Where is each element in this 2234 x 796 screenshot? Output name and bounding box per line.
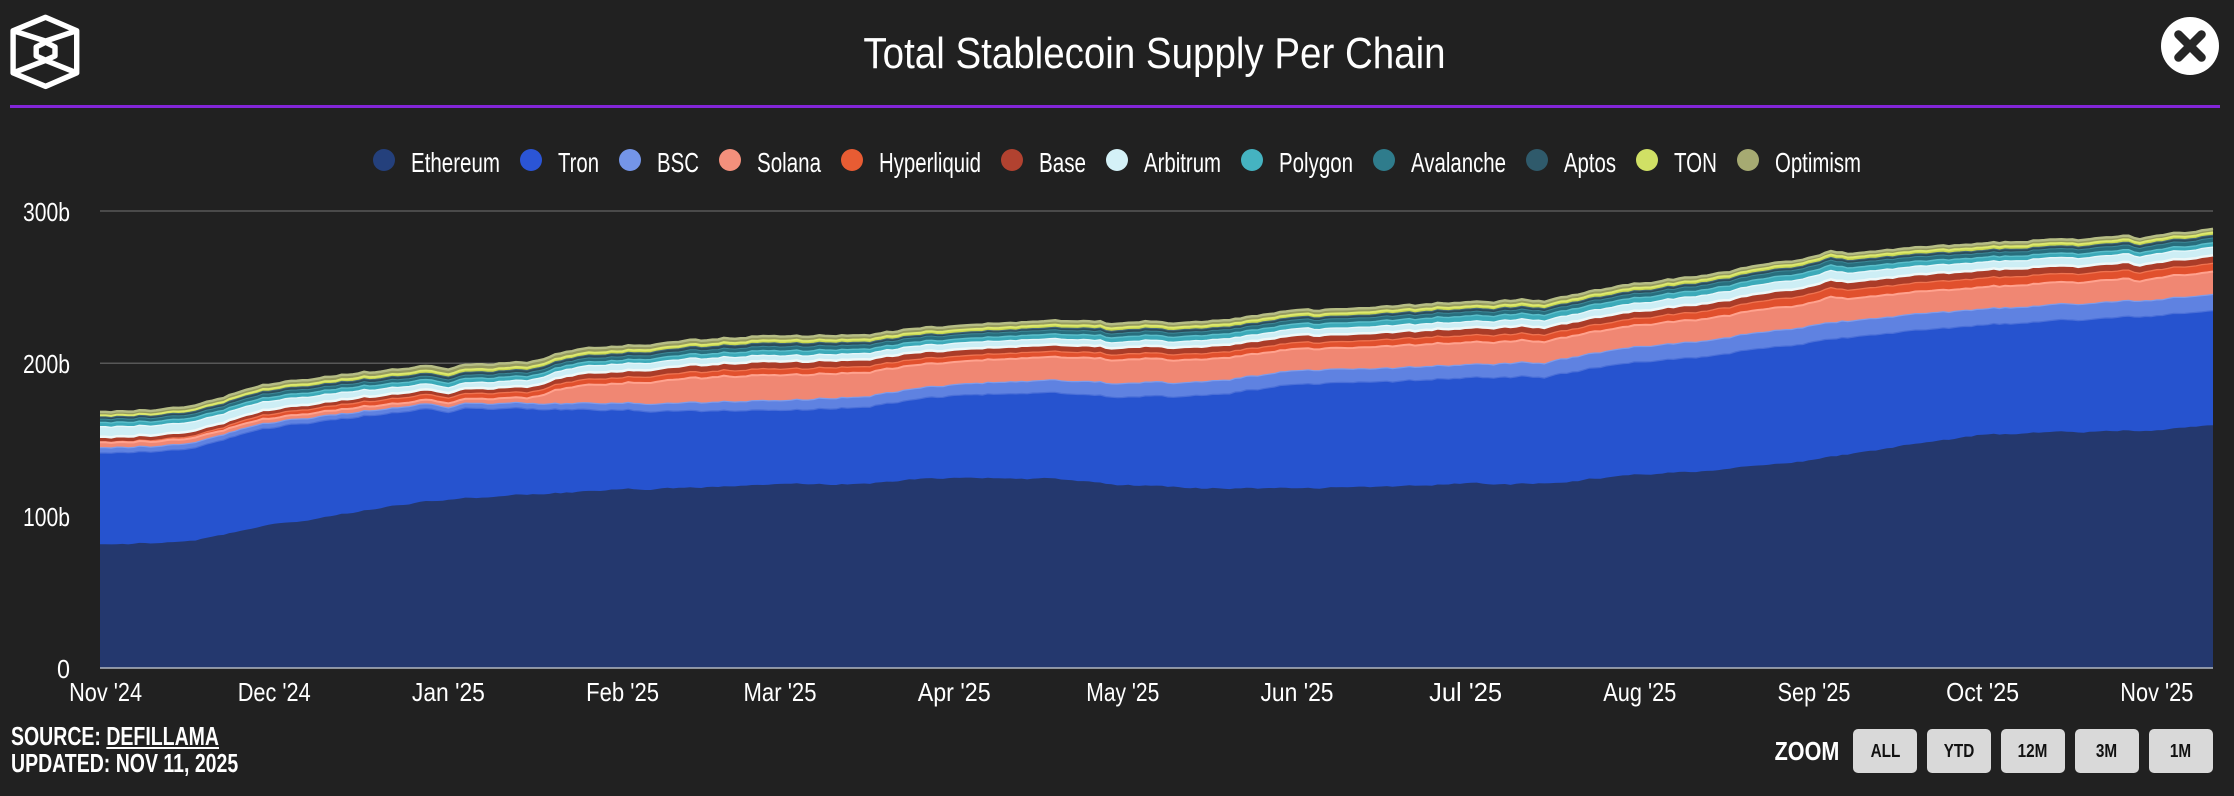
svg-text:Jan '25: Jan '25 — [412, 677, 485, 707]
svg-text:Optimism: Optimism — [1775, 147, 1861, 178]
svg-text:TON: TON — [1674, 147, 1717, 178]
svg-text:BSC: BSC — [657, 147, 699, 178]
svg-text:Aug '25: Aug '25 — [1603, 677, 1676, 707]
svg-text:100b: 100b — [23, 502, 70, 532]
svg-text:Nov '24: Nov '24 — [69, 677, 142, 707]
svg-text:Tron: Tron — [558, 147, 599, 178]
svg-text:Jul '25: Jul '25 — [1429, 677, 1502, 707]
svg-text:Hyperliquid: Hyperliquid — [879, 147, 981, 178]
svg-text:Polygon: Polygon — [1279, 147, 1353, 178]
svg-text:May '25: May '25 — [1086, 677, 1159, 707]
svg-text:Jun '25: Jun '25 — [1261, 677, 1334, 707]
svg-text:300b: 300b — [23, 197, 70, 227]
svg-text:Dec '24: Dec '24 — [238, 677, 311, 707]
svg-text:Base: Base — [1039, 147, 1086, 178]
svg-text:Avalanche: Avalanche — [1411, 147, 1506, 178]
svg-text:Nov '25: Nov '25 — [2120, 677, 2193, 707]
svg-text:Sep '25: Sep '25 — [1778, 677, 1851, 707]
svg-text:200b: 200b — [23, 349, 70, 379]
svg-text:Arbitrum: Arbitrum — [1144, 147, 1221, 178]
svg-text:0: 0 — [57, 654, 70, 684]
svg-text:Aptos: Aptos — [1564, 147, 1616, 178]
svg-text:Apr '25: Apr '25 — [918, 677, 991, 707]
svg-text:Ethereum: Ethereum — [411, 147, 500, 178]
svg-text:Mar '25: Mar '25 — [744, 677, 817, 707]
svg-text:Oct '25: Oct '25 — [1946, 677, 2019, 707]
svg-text:Solana: Solana — [757, 147, 821, 178]
svg-text:Feb '25: Feb '25 — [586, 677, 659, 707]
